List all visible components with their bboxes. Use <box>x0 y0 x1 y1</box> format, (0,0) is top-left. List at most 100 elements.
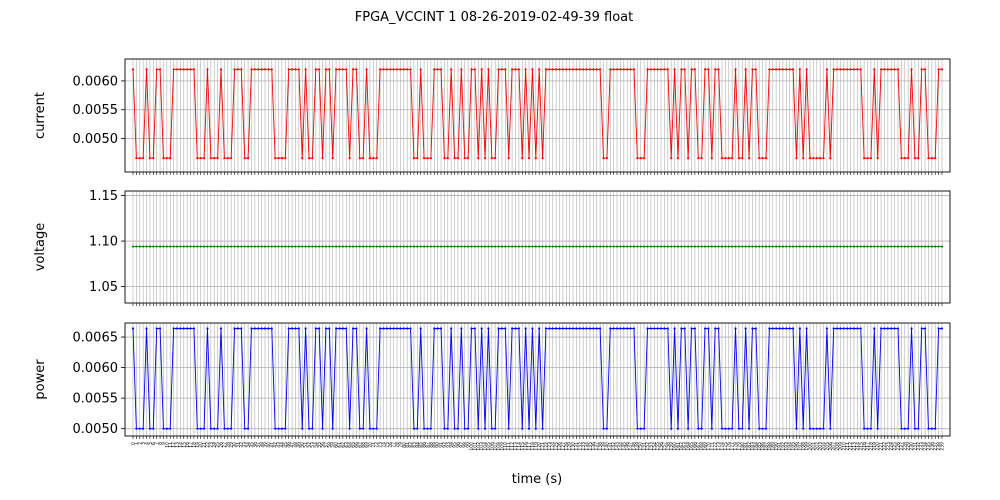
data-point <box>582 245 585 248</box>
data-point <box>524 68 527 71</box>
data-point <box>754 68 757 71</box>
data-point <box>856 327 859 330</box>
data-point <box>846 327 849 330</box>
x-tick-label: 92 <box>442 442 448 448</box>
data-point <box>568 68 571 71</box>
data-point <box>483 427 487 430</box>
data-point <box>802 427 805 430</box>
data-point <box>467 157 470 160</box>
data-point <box>873 68 876 71</box>
data-point <box>216 157 219 160</box>
data-point <box>324 327 328 330</box>
x-tick-label: 106 <box>489 442 495 451</box>
x-tick-label: 81 <box>405 442 411 448</box>
data-point <box>267 327 270 330</box>
data-point <box>524 327 527 330</box>
data-point <box>348 427 351 430</box>
x-tick-label: 175 <box>723 442 729 451</box>
data-point <box>923 245 927 248</box>
data-point <box>808 157 812 160</box>
series-points-current <box>131 68 944 160</box>
data-point <box>555 327 558 330</box>
data-point <box>883 327 886 330</box>
x-tick-label: 120 <box>537 442 543 451</box>
data-point <box>399 68 402 71</box>
data-point <box>226 157 229 160</box>
data-point <box>893 245 896 248</box>
data-point <box>230 245 233 248</box>
data-point <box>659 68 663 71</box>
data-point <box>758 427 761 430</box>
data-point <box>412 245 416 248</box>
data-point <box>775 245 778 248</box>
data-point <box>592 68 595 71</box>
data-point <box>852 68 856 71</box>
data-point <box>734 245 737 248</box>
x-tick-label: 31 <box>235 442 241 448</box>
x-tick-label: 111 <box>506 442 512 451</box>
data-point <box>301 427 304 430</box>
x-tick-label: 230 <box>909 442 915 451</box>
data-point <box>670 427 673 430</box>
data-point <box>751 245 754 248</box>
x-tick-label: 138 <box>598 442 604 451</box>
data-point <box>507 427 510 430</box>
data-point <box>453 245 456 248</box>
data-point <box>433 327 436 330</box>
data-point <box>175 68 179 71</box>
data-point <box>798 245 801 248</box>
data-point <box>284 157 287 160</box>
data-point <box>690 327 693 330</box>
x-tick-label: 52 <box>307 442 313 448</box>
data-point <box>659 327 663 330</box>
x-tick-label: 171 <box>709 442 715 451</box>
x-tick-label: 137 <box>594 442 600 451</box>
data-point <box>277 427 280 430</box>
x-tick-label: 54 <box>313 442 319 448</box>
data-point <box>896 327 900 330</box>
y-tick-label: 1.05 <box>89 280 118 295</box>
data-point <box>453 427 456 430</box>
data-point <box>148 157 152 160</box>
data-point <box>544 245 548 248</box>
data-point <box>886 245 889 248</box>
x-tick-label: 86 <box>422 442 428 448</box>
data-point <box>304 327 307 330</box>
data-point <box>839 68 842 71</box>
x-tick-label: 198 <box>801 442 807 451</box>
data-point <box>720 157 724 160</box>
data-point <box>524 245 527 248</box>
y-tick-label: 0.0050 <box>73 422 119 437</box>
x-tick-label: 104 <box>483 442 489 451</box>
data-point <box>263 245 267 248</box>
x-tick-label: 64 <box>347 442 353 448</box>
data-point <box>751 327 754 330</box>
data-point <box>720 427 724 430</box>
x-tick-label: 10 <box>164 442 170 448</box>
x-tick-label: 53 <box>310 442 316 448</box>
x-tick-label: 9 <box>161 442 167 445</box>
data-point <box>761 427 764 430</box>
data-point <box>253 245 256 248</box>
data-point <box>412 157 416 160</box>
data-point <box>446 427 449 430</box>
data-point <box>629 327 632 330</box>
x-tick-label: 143 <box>615 442 621 451</box>
data-point <box>551 327 554 330</box>
x-tick-label: 215 <box>858 442 864 451</box>
data-point <box>368 157 372 160</box>
data-point <box>358 157 361 160</box>
data-point <box>199 427 202 430</box>
data-point <box>771 68 774 71</box>
data-point <box>605 427 608 430</box>
data-point <box>568 327 571 330</box>
x-tick-label: 67 <box>357 442 363 448</box>
data-point <box>544 68 548 71</box>
data-point <box>670 245 673 248</box>
data-point <box>612 68 615 71</box>
data-point <box>561 327 564 330</box>
data-point <box>585 245 588 248</box>
data-point <box>345 327 348 330</box>
data-point <box>839 245 842 248</box>
data-point <box>856 68 859 71</box>
